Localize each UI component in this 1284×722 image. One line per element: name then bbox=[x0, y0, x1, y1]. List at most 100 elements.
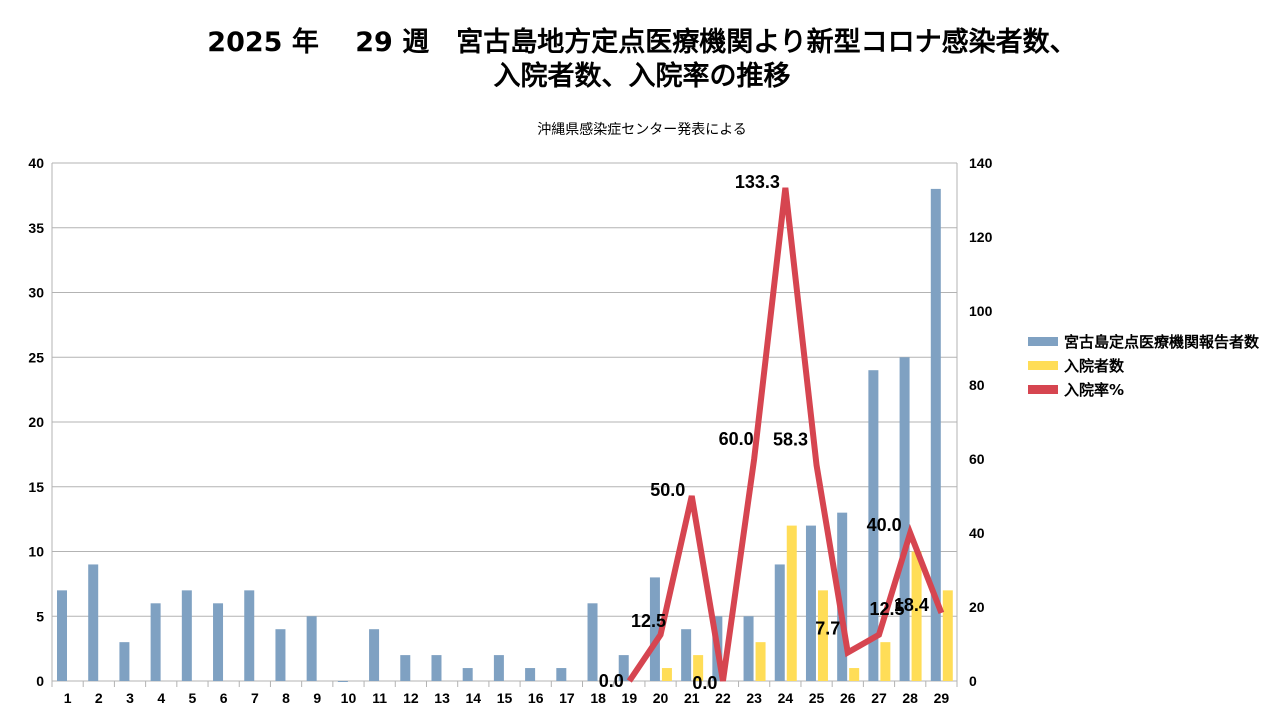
y-left-tick-label: 15 bbox=[28, 479, 44, 495]
x-tick-label: 12 bbox=[403, 690, 419, 706]
x-tick-label: 27 bbox=[871, 690, 887, 706]
x-tick-label: 3 bbox=[126, 690, 134, 706]
bar-reports bbox=[493, 655, 504, 681]
y-left-tick-label: 20 bbox=[28, 414, 44, 430]
bar-admitted bbox=[693, 655, 704, 681]
data-label-rate: 60.0 bbox=[719, 429, 754, 449]
data-label-rate: 40.0 bbox=[867, 515, 902, 535]
x-tick-label: 11 bbox=[372, 690, 387, 706]
y-left-tick-label: 35 bbox=[28, 220, 44, 236]
x-tick-label: 15 bbox=[497, 690, 513, 706]
data-label-rate: 0.0 bbox=[692, 673, 717, 693]
x-tick-label: 5 bbox=[189, 690, 197, 706]
y-right-tick-label: 140 bbox=[969, 155, 993, 171]
bar-reports bbox=[743, 616, 754, 681]
bar-reports bbox=[837, 512, 848, 681]
data-label-rate: 133.3 bbox=[735, 172, 780, 192]
bar-reports bbox=[306, 616, 317, 681]
data-label-rate: 12.5 bbox=[631, 611, 666, 631]
data-label-rate: 0.0 bbox=[599, 671, 624, 691]
x-tick-label: 23 bbox=[746, 690, 762, 706]
bar-reports bbox=[805, 525, 816, 681]
x-tick-label: 14 bbox=[466, 690, 482, 706]
x-tick-label: 19 bbox=[622, 690, 638, 706]
data-label-rate: 12.5 bbox=[869, 599, 904, 619]
x-tick-label: 21 bbox=[684, 690, 700, 706]
bar-reports bbox=[618, 655, 629, 681]
bar-admitted bbox=[755, 642, 766, 681]
x-tick-label: 22 bbox=[715, 690, 731, 706]
x-tick-label: 25 bbox=[809, 690, 825, 706]
x-tick-label: 20 bbox=[653, 690, 669, 706]
x-tick-label: 4 bbox=[157, 690, 165, 706]
x-tick-label: 10 bbox=[341, 690, 357, 706]
legend: 宮古島定点医療機関報告者数 入院者数 入院率% bbox=[1028, 329, 1259, 401]
y-left-tick-label: 25 bbox=[28, 349, 44, 365]
x-tick-label: 29 bbox=[934, 690, 950, 706]
bar-reports bbox=[244, 590, 255, 681]
x-tick-label: 17 bbox=[559, 690, 575, 706]
legend-label-rate: 入院率% bbox=[1064, 380, 1125, 399]
bar-admitted bbox=[849, 668, 860, 681]
bar-admitted bbox=[942, 590, 953, 681]
y-left-tick-label: 30 bbox=[28, 285, 44, 301]
y-left-tick-label: 10 bbox=[28, 544, 44, 560]
x-tick-label: 1 bbox=[64, 690, 72, 706]
bar-admitted bbox=[661, 668, 672, 681]
y-right-tick-label: 40 bbox=[969, 525, 985, 541]
bar-reports bbox=[337, 681, 348, 682]
bar-reports bbox=[119, 642, 130, 681]
bar-admitted bbox=[817, 590, 828, 681]
x-tick-label: 26 bbox=[840, 690, 856, 706]
bar-reports bbox=[556, 668, 567, 681]
legend-item-admitted: 入院者数 bbox=[1028, 353, 1259, 377]
bar-reports bbox=[150, 603, 161, 681]
legend-label-admitted: 入院者数 bbox=[1064, 356, 1125, 375]
y-right-tick-label: 80 bbox=[969, 377, 985, 393]
bar-reports bbox=[899, 357, 910, 681]
legend-label-reports: 宮古島定点医療機関報告者数 bbox=[1064, 332, 1260, 351]
x-tick-label: 9 bbox=[313, 690, 321, 706]
bar-reports bbox=[681, 629, 692, 681]
y-left-tick-label: 0 bbox=[36, 673, 44, 689]
legend-swatch-admitted bbox=[1028, 360, 1058, 370]
x-tick-label: 13 bbox=[434, 690, 450, 706]
data-label-rate: 58.3 bbox=[773, 429, 808, 449]
bar-reports bbox=[525, 668, 536, 681]
x-tick-label: 2 bbox=[95, 690, 103, 706]
bar-reports bbox=[462, 668, 473, 681]
bar-reports bbox=[400, 655, 411, 681]
y-right-tick-label: 100 bbox=[969, 303, 993, 319]
y-right-tick-label: 120 bbox=[969, 229, 993, 245]
legend-swatch-rate bbox=[1028, 384, 1058, 394]
bar-admitted bbox=[880, 642, 891, 681]
chart-title-line2: 入院者数、入院率の推移 bbox=[493, 61, 791, 92]
x-tick-label: 7 bbox=[251, 690, 259, 706]
bar-reports bbox=[181, 590, 192, 681]
x-tick-label: 24 bbox=[778, 690, 794, 706]
data-label-rate: 18.4 bbox=[894, 595, 929, 615]
x-tick-label: 6 bbox=[220, 690, 228, 706]
line-rate bbox=[626, 187, 945, 683]
legend-item-rate: 入院率% bbox=[1028, 377, 1259, 401]
y-left-tick-label: 5 bbox=[36, 608, 44, 624]
bar-reports bbox=[587, 603, 598, 681]
bar-reports bbox=[213, 603, 224, 681]
legend-swatch-reports bbox=[1028, 336, 1058, 346]
data-label-rate: 7.7 bbox=[815, 619, 840, 639]
x-tick-label: 28 bbox=[902, 690, 918, 706]
chart-title: 2025 年 29 週 宮古島地方定点医療機関より新型コロナ感染者数、 入院者数… bbox=[0, 26, 1284, 94]
y-right-tick-label: 0 bbox=[969, 673, 977, 689]
bar-reports bbox=[868, 370, 879, 681]
bar-reports bbox=[88, 564, 99, 681]
bar-admitted bbox=[911, 551, 922, 681]
legend-item-reports: 宮古島定点医療機関報告者数 bbox=[1028, 329, 1259, 353]
bar-admitted bbox=[786, 525, 797, 681]
chart-subtitle: 沖縄県感染症センター発表による bbox=[537, 122, 747, 138]
y-left-tick-label: 40 bbox=[28, 155, 44, 171]
bar-reports bbox=[930, 188, 941, 681]
bar-reports bbox=[431, 655, 442, 681]
data-label-rate: 50.0 bbox=[650, 480, 685, 500]
bar-reports bbox=[57, 590, 67, 681]
